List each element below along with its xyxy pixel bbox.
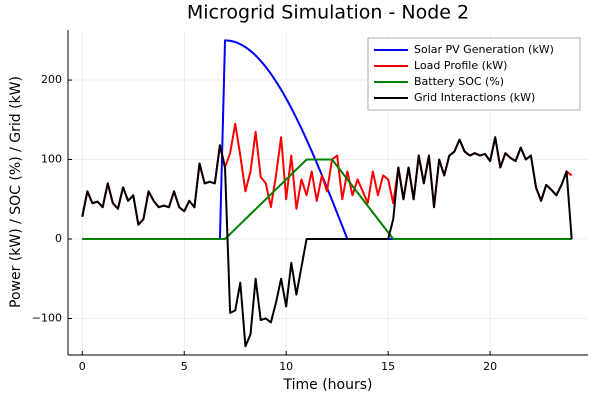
chart-title: Microgrid Simulation - Node 2 (187, 2, 469, 24)
series-line (82, 158, 572, 240)
y-tick-label: 100 (41, 153, 62, 166)
x-tick-label: 15 (381, 360, 395, 373)
x-tick-label: 5 (181, 360, 188, 373)
legend-label: Grid Interactions (kW) (414, 91, 535, 104)
y-tick-label: −100 (32, 311, 62, 324)
y-tick-label: 0 (55, 232, 62, 245)
series-line (81, 136, 573, 348)
x-axis-label: Time (hours) (283, 377, 373, 393)
x-tick-label: 10 (279, 360, 293, 373)
x-tick-label: 0 (79, 360, 86, 373)
y-axis-label: Power (kW) / SOC (%) / Grid (kW) (8, 76, 24, 308)
series-line (81, 122, 573, 226)
legend-label: Load Profile (kW) (414, 59, 507, 72)
legend-label: Battery SOC (%) (414, 75, 504, 88)
y-tick-label: 200 (41, 73, 62, 86)
x-tick-label: 20 (483, 360, 497, 373)
legend-label: Solar PV Generation (kW) (414, 43, 554, 56)
